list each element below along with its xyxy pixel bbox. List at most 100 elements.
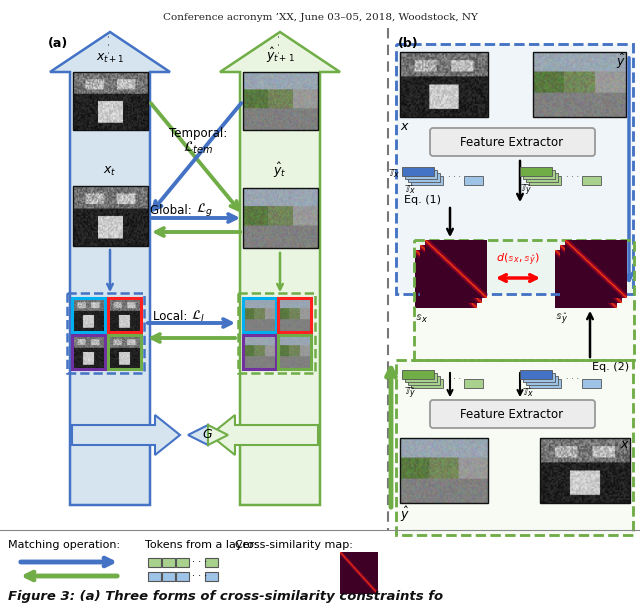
Text: · · ·: · · · [192, 571, 207, 581]
Bar [402, 167, 434, 176]
Text: $\hat{y}$: $\hat{y}$ [400, 505, 410, 524]
Text: · · ·: · · · [566, 172, 579, 181]
Text: · · ·: · · · [448, 172, 461, 181]
Bar [108, 335, 141, 369]
Text: $x$: $x$ [620, 438, 630, 451]
Polygon shape [210, 415, 318, 455]
Bar [205, 572, 218, 581]
Bar [73, 72, 148, 130]
Bar [396, 360, 633, 535]
Text: Matching operation:: Matching operation: [8, 540, 120, 550]
Text: Temporal:: Temporal: [169, 127, 227, 139]
Bar [464, 379, 483, 388]
Text: $x_{t+1}$: $x_{t+1}$ [96, 52, 124, 65]
Bar [278, 335, 311, 369]
Bar [72, 298, 105, 332]
Bar [148, 572, 161, 581]
Bar [108, 298, 141, 332]
Text: Local:: Local: [153, 309, 191, 323]
Bar [529, 379, 561, 388]
Bar [526, 173, 558, 182]
Bar [243, 335, 276, 369]
Text: $\hat{y}$: $\hat{y}$ [616, 52, 626, 71]
Text: $\mathcal{L}_l$: $\mathcal{L}_l$ [191, 308, 205, 323]
Bar [72, 298, 105, 332]
FancyBboxPatch shape [430, 400, 595, 428]
Text: · · ·: · · · [273, 34, 287, 54]
Bar [176, 572, 189, 581]
Bar [411, 176, 443, 185]
Bar [73, 186, 148, 246]
Bar [520, 370, 552, 379]
Text: $\mathbb{s}_x$: $\mathbb{s}_x$ [415, 312, 428, 325]
Text: $\mathbb{T}_{\hat{y}}$: $\mathbb{T}_{\hat{y}}$ [404, 386, 416, 401]
Text: $\mathbb{T}_x$: $\mathbb{T}_x$ [388, 167, 400, 180]
Bar [108, 335, 141, 369]
Bar [396, 44, 633, 294]
Text: Global:: Global: [150, 203, 196, 217]
Bar [108, 298, 141, 332]
Bar [582, 379, 601, 388]
Text: $\mathbb{T}_{\hat{y}}$: $\mathbb{T}_{\hat{y}}$ [520, 183, 532, 199]
Text: $x$: $x$ [400, 120, 410, 133]
Bar [72, 335, 105, 369]
Bar [526, 376, 558, 385]
Bar [408, 376, 440, 385]
Text: Cross-similarity map:: Cross-similarity map: [235, 540, 353, 550]
Text: Feature Extractor: Feature Extractor [460, 407, 564, 420]
Text: Conference acronym ’XX, June 03–05, 2018, Woodstock, NY: Conference acronym ’XX, June 03–05, 2018… [163, 13, 477, 22]
Bar [582, 176, 601, 185]
Bar [278, 335, 311, 369]
Text: Figure 3: (a) Three forms of cross-similarity constraints fo: Figure 3: (a) Three forms of cross-simil… [8, 590, 443, 603]
Polygon shape [208, 425, 228, 445]
Text: (a): (a) [48, 37, 68, 50]
Bar [400, 52, 488, 117]
Text: $\mathbb{s}_{\hat{y}}$: $\mathbb{s}_{\hat{y}}$ [555, 312, 568, 326]
Polygon shape [220, 32, 340, 505]
Polygon shape [188, 425, 208, 445]
Bar [405, 170, 437, 179]
Text: · · ·: · · · [104, 34, 116, 54]
Bar [540, 438, 630, 503]
Text: $\hat{y}_t$: $\hat{y}_t$ [273, 161, 287, 180]
Text: $\mathbb{T}_x$: $\mathbb{T}_x$ [404, 183, 416, 196]
FancyBboxPatch shape [430, 128, 595, 156]
Text: $\mathcal{L}_{tem}$: $\mathcal{L}_{tem}$ [183, 140, 213, 156]
Bar [238, 293, 315, 373]
Text: · · ·: · · · [192, 557, 207, 567]
Bar [402, 370, 434, 379]
Bar [243, 72, 318, 130]
Bar [243, 298, 276, 332]
Bar [396, 360, 633, 535]
Bar [464, 176, 483, 185]
Polygon shape [50, 32, 170, 505]
Bar [176, 558, 189, 567]
Bar [67, 293, 144, 373]
Polygon shape [72, 415, 180, 455]
Text: $G$: $G$ [202, 429, 214, 442]
Bar [148, 558, 161, 567]
Text: Tokens from a layer:: Tokens from a layer: [145, 540, 257, 550]
Bar [278, 298, 311, 332]
Text: Feature Extractor: Feature Extractor [460, 135, 564, 149]
Text: Eq. (1): Eq. (1) [404, 195, 441, 205]
Bar [414, 240, 634, 360]
Text: (b): (b) [398, 37, 419, 50]
Bar [414, 240, 634, 360]
Bar [162, 558, 175, 567]
Bar [243, 188, 318, 248]
Bar [529, 176, 561, 185]
Bar [72, 335, 105, 369]
Bar [205, 558, 218, 567]
Bar [400, 438, 488, 503]
Bar [520, 167, 552, 176]
Text: · · ·: · · · [566, 376, 579, 384]
Text: $d(\mathbb{s}_x, \mathbb{s}_{\hat{y}})$: $d(\mathbb{s}_x, \mathbb{s}_{\hat{y}})$ [496, 252, 540, 268]
Bar [278, 298, 311, 332]
Bar [533, 52, 626, 117]
Bar [243, 298, 276, 332]
Text: $\mathbb{T}_x$: $\mathbb{T}_x$ [522, 386, 534, 399]
Text: $x_t$: $x_t$ [103, 165, 116, 178]
Bar [396, 44, 633, 294]
Bar [523, 170, 555, 179]
